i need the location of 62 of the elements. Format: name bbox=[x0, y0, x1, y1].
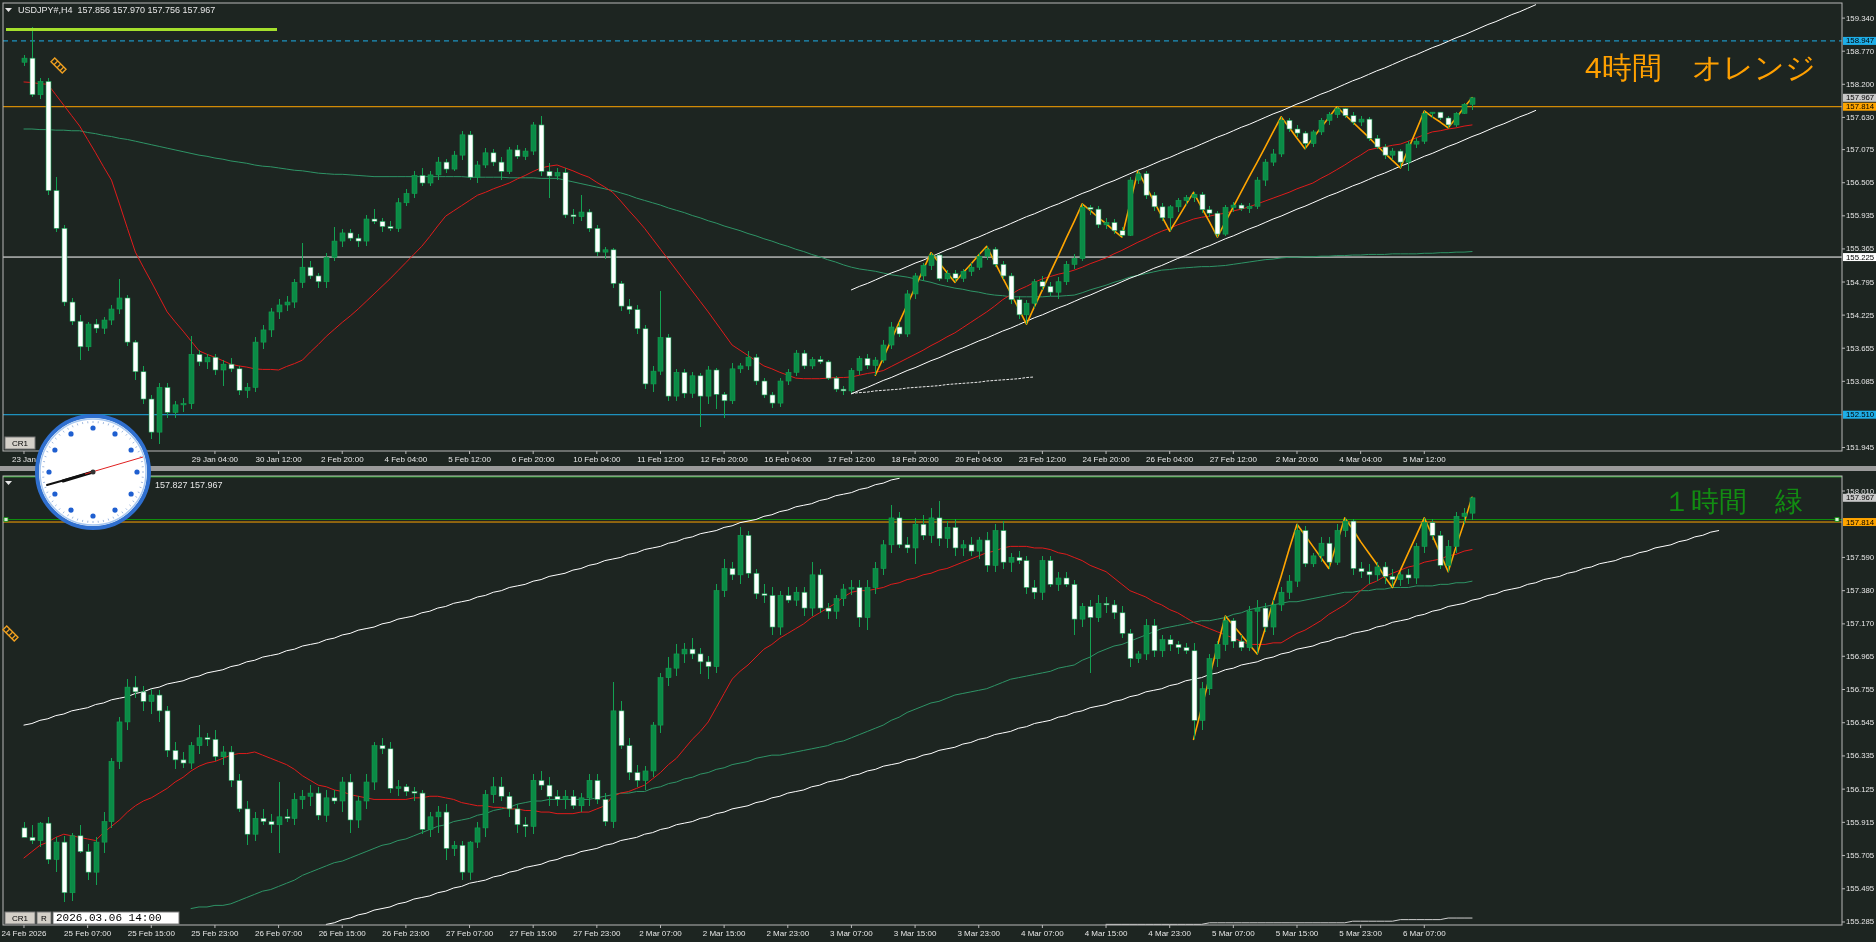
x-tick-label: 26 Feb 23:00 bbox=[382, 929, 430, 938]
x-tick-label: 2 Feb 20:00 bbox=[320, 455, 365, 464]
x-tick-label: 17 Feb 12:00 bbox=[827, 455, 876, 464]
x-tick-label: 27 Feb 12:00 bbox=[1209, 455, 1258, 464]
annotation: １時間 緑 bbox=[1663, 486, 1803, 517]
x-tick-label: 26 Feb 04:00 bbox=[1146, 455, 1194, 464]
x-tick-label: 23 Jan bbox=[11, 455, 36, 464]
x-tick-label: 3 Mar 23:00 bbox=[957, 929, 1001, 938]
x-tick-label: 4 Feb 04:00 bbox=[384, 455, 428, 464]
x-tick-label: 2 Mar 20:00 bbox=[1275, 455, 1319, 464]
annotation: CR1 bbox=[11, 438, 29, 448]
x-tick-label: 26 Feb 15:00 bbox=[318, 929, 367, 938]
x-tick-label: 5 Mar 23:00 bbox=[1339, 929, 1383, 938]
button: R bbox=[36, 911, 52, 925]
x-tick-label: 4 Mar 23:00 bbox=[1148, 929, 1192, 938]
x-tick-label: 2 Mar 15:00 bbox=[702, 929, 747, 938]
x-tick-label: 6 Mar 07:00 bbox=[1402, 929, 1447, 938]
x-tick-label: 24 Feb 2026 bbox=[1, 929, 47, 938]
button: CR1 bbox=[4, 436, 36, 450]
x-tick-label: 30 Jan 12:00 bbox=[255, 455, 303, 464]
x-tick-label: 2 Mar 23:00 bbox=[766, 929, 810, 938]
x-tick-label: 5 Feb 12:00 bbox=[448, 455, 492, 464]
button: CR1 bbox=[4, 911, 36, 925]
annotation: CR1 bbox=[11, 913, 29, 923]
line-series bbox=[850, 376, 1035, 394]
x-tick-label: 5 Mar 12:00 bbox=[1402, 455, 1447, 464]
x-tick-label: 29 Jan 04:00 bbox=[191, 455, 239, 464]
line-series bbox=[23, 477, 900, 726]
x-tick-label: 4 Mar 07:00 bbox=[1021, 929, 1065, 938]
annotation: 2026.03.06 14:00 bbox=[56, 912, 162, 924]
x-tick-label: 12 Feb 20:00 bbox=[700, 455, 749, 464]
x-tick-label: 5 Mar 07:00 bbox=[1211, 929, 1256, 938]
line-series bbox=[23, 81, 1473, 380]
x-tick-label: 4 Mar 15:00 bbox=[1084, 929, 1128, 938]
x-tick-label: 10 Feb 04:00 bbox=[573, 455, 621, 464]
x-tick-label: 27 Feb 23:00 bbox=[573, 929, 621, 938]
x-tick-label: 4 Mar 04:00 bbox=[1339, 455, 1383, 464]
x-tick-label: 5 Mar 15:00 bbox=[1275, 929, 1319, 938]
x-tick-label: 6 Feb 20:00 bbox=[511, 455, 556, 464]
x-tick-label: 26 Feb 07:00 bbox=[255, 929, 303, 938]
x-tick-label: 24 Feb 20:00 bbox=[1082, 455, 1131, 464]
line-series bbox=[325, 530, 1720, 925]
annotation: R bbox=[41, 913, 48, 923]
text-field: 2026.03.06 14:00 bbox=[52, 911, 180, 925]
x-tick-label: 27 Feb 07:00 bbox=[445, 929, 494, 938]
x-tick-label: 16 Feb 04:00 bbox=[764, 455, 812, 464]
x-tick-label: 3 Mar 07:00 bbox=[830, 929, 874, 938]
x-tick-label: 27 Feb 15:00 bbox=[509, 929, 558, 938]
x-tick-label: 25 Feb 23:00 bbox=[191, 929, 240, 938]
x-tick-label: 23 Feb 12:00 bbox=[1018, 455, 1067, 464]
line-series bbox=[23, 545, 1473, 859]
chart-title: USDJPY#,H4 157.856 157.970 157.756 157.967 bbox=[18, 5, 216, 15]
x-tick-label: 25 Feb 15:00 bbox=[127, 929, 176, 938]
text: 157.827 157.967 bbox=[155, 480, 223, 490]
x-tick-label: 25 Feb 07:00 bbox=[64, 929, 112, 938]
annotation: 4時間 オレンジ bbox=[1585, 51, 1816, 84]
x-tick-label: 11 Feb 12:00 bbox=[637, 455, 685, 464]
x-tick-label: 18 Feb 20:00 bbox=[891, 455, 940, 464]
line-series bbox=[190, 580, 1473, 910]
x-tick-label: 2 Mar 07:00 bbox=[639, 929, 683, 938]
x-tick-label: 20 Feb 04:00 bbox=[955, 455, 1003, 464]
x-tick-label: 3 Mar 15:00 bbox=[893, 929, 937, 938]
